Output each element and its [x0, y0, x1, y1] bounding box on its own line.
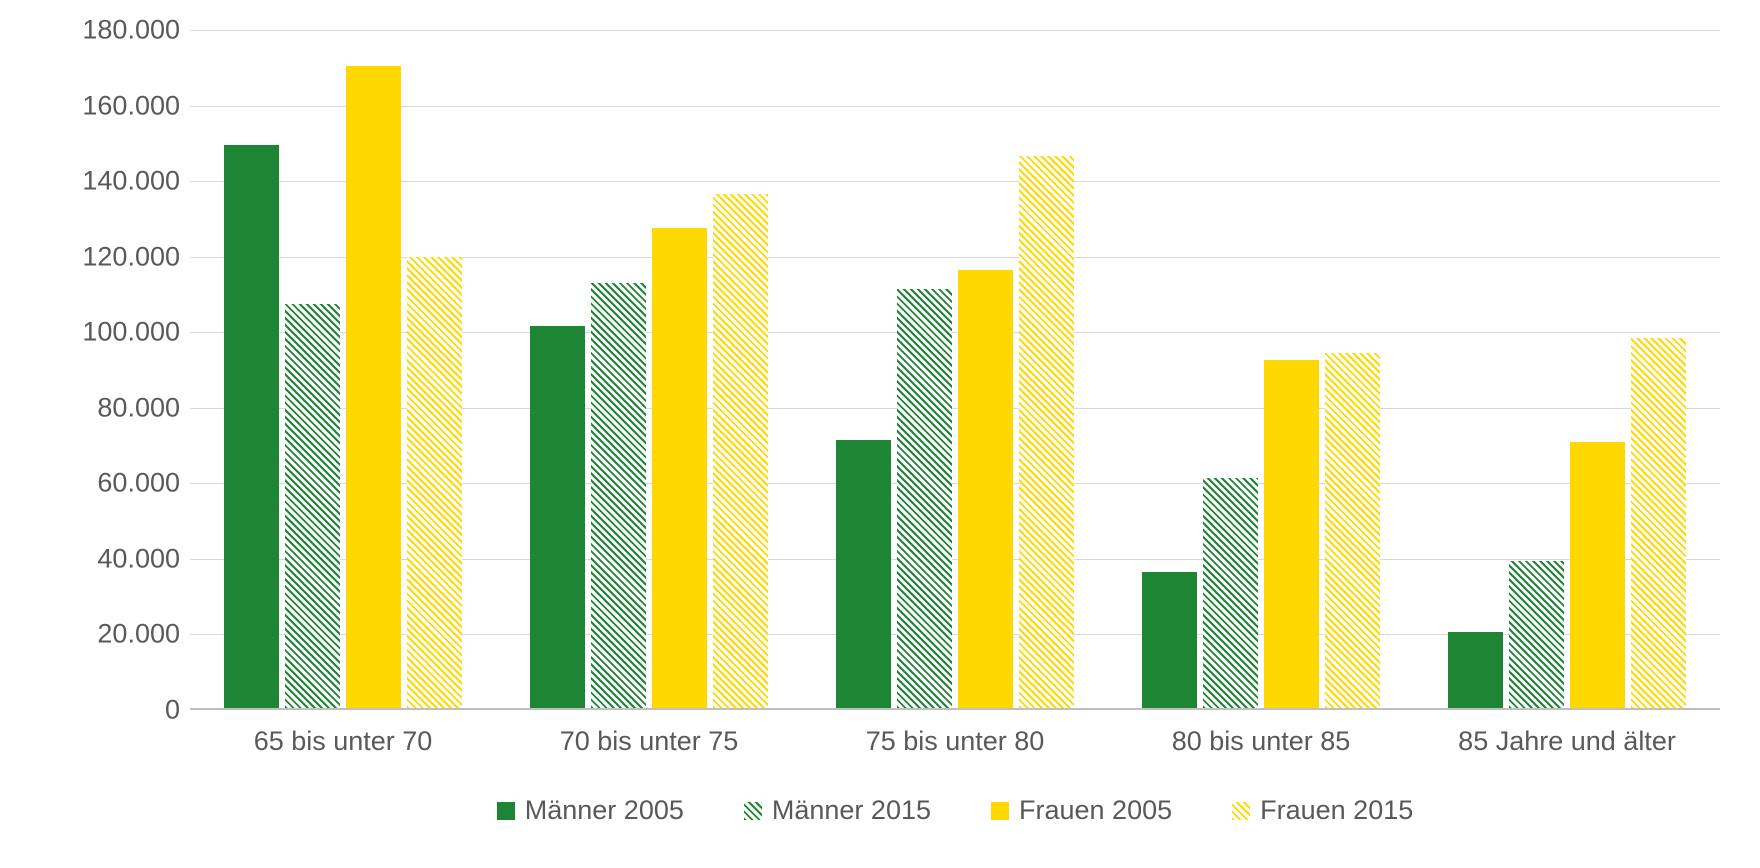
legend: Männer 2005 Männer 2015 Frauen 2005 Frauen …	[190, 795, 1720, 826]
y-tick-label: 100.000	[30, 317, 180, 348]
bar-group	[224, 66, 462, 708]
y-tick-label: 0	[30, 695, 180, 726]
bar-group	[530, 194, 768, 708]
bar	[346, 66, 401, 708]
y-tick-label: 20.000	[30, 619, 180, 650]
bar	[1631, 338, 1686, 708]
legend-item: Männer 2015	[744, 795, 931, 826]
bar	[1203, 478, 1258, 708]
bar-group	[1142, 353, 1380, 708]
legend-label: Männer 2005	[525, 795, 684, 826]
y-tick-label: 120.000	[30, 241, 180, 272]
plot-area	[190, 30, 1720, 710]
bar	[1019, 156, 1074, 708]
bar	[1325, 353, 1380, 708]
bar	[1448, 632, 1503, 708]
bar	[285, 304, 340, 708]
bar	[713, 194, 768, 708]
bar	[407, 257, 462, 708]
bar	[530, 326, 585, 708]
bar-group	[836, 156, 1074, 708]
bar	[897, 289, 952, 708]
bar	[652, 228, 707, 708]
y-tick-label: 160.000	[30, 90, 180, 121]
legend-label: Frauen 2015	[1260, 795, 1413, 826]
y-tick-label: 40.000	[30, 543, 180, 574]
x-tick-label: 85 Jahre und älter	[1458, 726, 1676, 757]
legend-item: Frauen 2015	[1232, 795, 1413, 826]
legend-swatch	[991, 802, 1009, 820]
bar	[1570, 442, 1625, 708]
bar	[1142, 572, 1197, 708]
y-tick-label: 60.000	[30, 468, 180, 499]
bar	[224, 145, 279, 708]
x-tick-label: 75 bis unter 80	[866, 726, 1045, 757]
bar	[1509, 561, 1564, 708]
y-tick-label: 180.000	[30, 15, 180, 46]
gridline	[190, 30, 1720, 31]
x-tick-label: 80 bis unter 85	[1172, 726, 1351, 757]
y-tick-label: 80.000	[30, 392, 180, 423]
x-tick-label: 65 bis unter 70	[254, 726, 433, 757]
legend-label: Männer 2015	[772, 795, 931, 826]
bar	[836, 440, 891, 708]
bar	[591, 283, 646, 708]
bar	[958, 270, 1013, 708]
bar	[1264, 360, 1319, 708]
legend-swatch	[744, 802, 762, 820]
bar-group	[1448, 338, 1686, 708]
legend-swatch	[497, 802, 515, 820]
legend-item: Männer 2005	[497, 795, 684, 826]
x-tick-label: 70 bis unter 75	[560, 726, 739, 757]
y-tick-label: 140.000	[30, 166, 180, 197]
bar-chart: 0 20.000 40.000 60.000 80.000 100.000 120.000 1…	[20, 20, 1740, 848]
legend-item: Frauen 2005	[991, 795, 1172, 826]
legend-swatch	[1232, 802, 1250, 820]
legend-label: Frauen 2005	[1019, 795, 1172, 826]
